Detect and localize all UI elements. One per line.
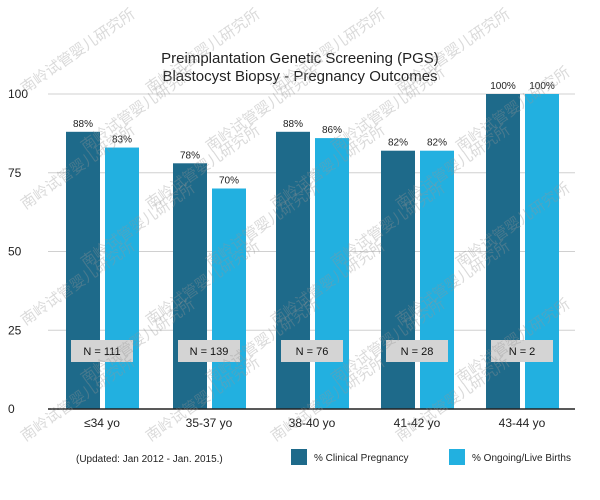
x-tick-label: 38-40 yo: [289, 416, 336, 430]
bar-clinical-pregnancy: [173, 163, 207, 409]
data-label: 82%: [388, 138, 408, 149]
n-label: N = 76: [296, 346, 329, 358]
x-tick-label: ≤34 yo: [84, 416, 120, 430]
x-tick-label: 35-37 yo: [186, 416, 233, 430]
data-label: 82%: [427, 138, 447, 149]
bar-ongoing-live-births: [212, 188, 246, 409]
data-label: 83%: [112, 135, 132, 146]
chart-title-line2: Blastocyst Biopsy - Pregnancy Outcomes: [162, 68, 438, 85]
data-label: 70%: [219, 176, 239, 187]
y-tick-label: 25: [8, 323, 22, 337]
n-label: N = 139: [190, 346, 229, 358]
n-label-box: [71, 340, 133, 362]
y-tick-label: 75: [8, 166, 22, 180]
data-label: 88%: [73, 119, 93, 130]
data-label: 86%: [322, 125, 342, 136]
data-label: 100%: [529, 81, 555, 92]
n-label-box: [491, 340, 553, 362]
n-label-box: [281, 340, 343, 362]
n-label-box: [386, 340, 448, 362]
footnote: (Updated: Jan 2012 - Jan. 2015.): [76, 454, 223, 465]
legend-label: % Ongoing/Live Births: [472, 453, 571, 464]
y-tick-label: 0: [8, 402, 15, 416]
data-label: 78%: [180, 150, 200, 161]
n-label-box: [178, 340, 240, 362]
bar-ongoing-live-births: [315, 138, 349, 409]
n-label: N = 28: [401, 346, 434, 358]
legend-label: % Clinical Pregnancy: [314, 453, 409, 464]
legend-swatch: [449, 449, 465, 465]
bar-clinical-pregnancy: [381, 150, 415, 409]
x-tick-label: 41-42 yo: [394, 416, 441, 430]
x-tick-label: 43-44 yo: [499, 416, 546, 430]
n-label: N = 111: [83, 346, 120, 358]
bar-ongoing-live-births: [105, 147, 139, 410]
n-label: N = 2: [509, 346, 536, 358]
data-label: 88%: [283, 119, 303, 130]
bar-ongoing-live-births: [420, 150, 454, 409]
y-tick-label: 50: [8, 245, 22, 259]
data-label: 100%: [490, 81, 516, 92]
chart-title-line1: Preimplantation Genetic Screening (PGS): [161, 50, 439, 67]
y-tick-label: 100: [8, 87, 28, 101]
bar-clinical-pregnancy: [66, 131, 100, 410]
bar-clinical-pregnancy: [276, 131, 310, 410]
legend-swatch: [291, 449, 307, 465]
